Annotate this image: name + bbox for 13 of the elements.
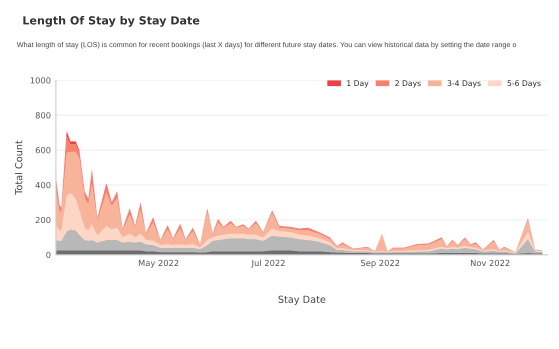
y-tick-label: 200 <box>36 216 50 224</box>
y-tick-label: 600 <box>36 147 50 154</box>
y-tick-label: 0 <box>46 252 50 258</box>
y-axis-title: Total Count <box>14 140 22 195</box>
x-tick-label: Nov 2022 <box>470 260 510 266</box>
y-tick-label: 1000 <box>30 77 50 84</box>
x-axis-title: Stay Date <box>278 296 326 305</box>
x-tick-label: May 2022 <box>138 260 178 268</box>
chart-title: Length Of Stay by Stay Date <box>23 16 200 27</box>
y-tick-label: 400 <box>36 182 50 188</box>
y-tick-label: 800 <box>36 112 50 118</box>
x-tick-label: Jul 2022 <box>251 260 285 268</box>
x-tick-label: Sep 2022 <box>361 260 400 268</box>
